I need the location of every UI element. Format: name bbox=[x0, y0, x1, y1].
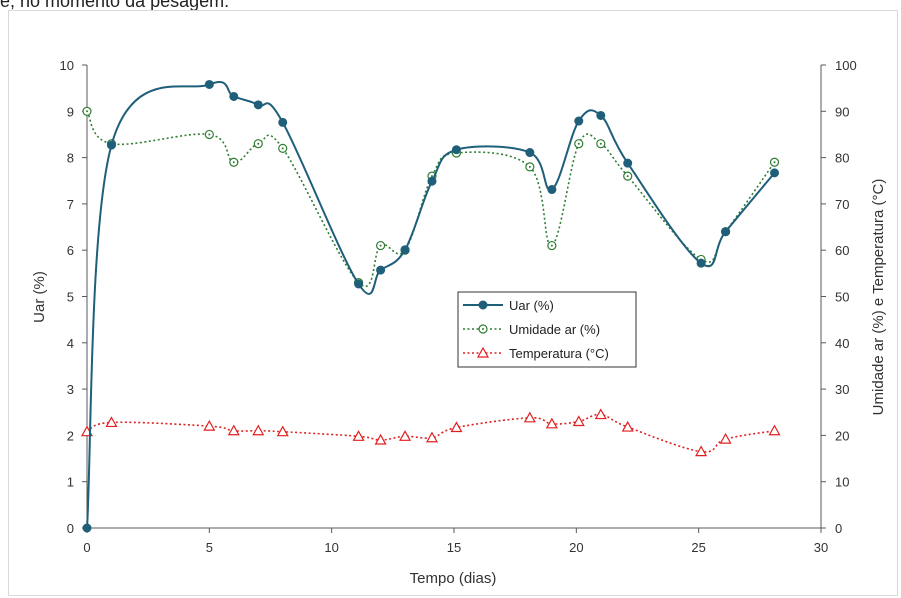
data-point-umidade bbox=[230, 158, 238, 166]
data-point-umidade-dot bbox=[627, 175, 629, 177]
legend-swatch-marker bbox=[479, 325, 487, 333]
y-tick-label: 1 bbox=[67, 475, 74, 490]
y2-tick-label: 10 bbox=[835, 475, 849, 490]
data-point-umidade bbox=[597, 140, 605, 148]
data-point-uar bbox=[107, 141, 115, 149]
data-point-umidade bbox=[771, 158, 779, 166]
data-point-uar bbox=[355, 280, 363, 288]
data-point-temperatura bbox=[596, 410, 606, 419]
data-point-umidade bbox=[575, 140, 583, 148]
series-umidade bbox=[83, 107, 779, 286]
data-point-uar bbox=[401, 246, 409, 254]
y2-tick-label: 0 bbox=[835, 521, 842, 536]
data-point-umidade-dot bbox=[529, 166, 531, 168]
series-temperatura bbox=[82, 410, 780, 456]
x-tick-label: 10 bbox=[324, 540, 338, 555]
x-tick-label: 30 bbox=[814, 540, 828, 555]
legend: Uar (%) Umidade ar (%) Temperatura (°C) bbox=[458, 292, 636, 367]
y-tick-label: 8 bbox=[67, 151, 74, 166]
y2-tick-label: 90 bbox=[835, 104, 849, 119]
data-point-umidade-dot bbox=[578, 143, 580, 145]
data-point-uar bbox=[597, 111, 605, 119]
y-tick-label: 2 bbox=[67, 428, 74, 443]
legend-label: Temperatura (°C) bbox=[509, 346, 609, 361]
data-point-uar bbox=[377, 266, 385, 274]
data-point-umidade bbox=[254, 140, 262, 148]
data-point-uar bbox=[428, 177, 436, 185]
x-tick-label: 0 bbox=[83, 540, 90, 555]
y2-tick-label: 20 bbox=[835, 428, 849, 443]
y2-tick-label: 50 bbox=[835, 290, 849, 305]
y2-tick-label: 60 bbox=[835, 243, 849, 258]
x-tick-label: 25 bbox=[691, 540, 705, 555]
y2-tick-label: 100 bbox=[835, 58, 857, 73]
y-tick-label: 0 bbox=[67, 521, 74, 536]
data-point-umidade-dot bbox=[600, 143, 602, 145]
data-point-uar bbox=[205, 80, 213, 88]
series-line-temperatura bbox=[87, 414, 775, 451]
data-point-uar bbox=[771, 169, 779, 177]
y2-tick-label: 30 bbox=[835, 382, 849, 397]
data-point-umidade-dot bbox=[774, 161, 776, 163]
data-point-temperatura bbox=[574, 417, 584, 426]
data-point-uar bbox=[722, 228, 730, 236]
y-tick-label: 9 bbox=[67, 104, 74, 119]
legend-label: Umidade ar (%) bbox=[509, 322, 600, 337]
y-axis-title: Uar (%) bbox=[31, 271, 48, 323]
y2-tick-label: 80 bbox=[835, 151, 849, 166]
data-point-uar bbox=[279, 118, 287, 126]
series-line-uar bbox=[87, 82, 775, 528]
y-tick-label: 4 bbox=[67, 336, 74, 351]
data-point-uar bbox=[230, 92, 238, 100]
data-point-uar bbox=[548, 186, 556, 194]
legend-swatch-marker bbox=[479, 301, 487, 309]
data-point-umidade-dot bbox=[380, 245, 382, 247]
y-tick-label: 5 bbox=[67, 290, 74, 305]
x-tick-label: 15 bbox=[447, 540, 461, 555]
y-tick-label: 10 bbox=[60, 58, 74, 73]
series-uar bbox=[83, 80, 779, 532]
data-point-umidade bbox=[548, 242, 556, 250]
series-layer bbox=[82, 80, 780, 532]
data-point-umidade bbox=[624, 172, 632, 180]
legend-swatch-marker-dot bbox=[482, 328, 484, 330]
data-point-uar bbox=[526, 149, 534, 157]
series-line-umidade bbox=[87, 111, 775, 286]
x-axis-title: Tempo (dias) bbox=[410, 570, 497, 587]
data-point-uar bbox=[254, 101, 262, 109]
data-point-umidade bbox=[83, 107, 91, 115]
y-tick-label: 7 bbox=[67, 197, 74, 212]
x-tick-label: 5 bbox=[206, 540, 213, 555]
data-point-umidade bbox=[377, 242, 385, 250]
legend-label: Uar (%) bbox=[509, 298, 554, 313]
data-point-umidade bbox=[526, 163, 534, 171]
y-tick-label: 3 bbox=[67, 382, 74, 397]
data-point-umidade bbox=[279, 144, 287, 152]
data-point-umidade-dot bbox=[233, 161, 235, 163]
data-point-uar bbox=[624, 159, 632, 167]
x-tick-label: 20 bbox=[569, 540, 583, 555]
data-point-umidade-dot bbox=[257, 143, 259, 145]
y2-tick-label: 70 bbox=[835, 197, 849, 212]
data-point-umidade-dot bbox=[282, 147, 284, 149]
data-point-umidade bbox=[205, 130, 213, 138]
data-point-temperatura bbox=[770, 426, 780, 435]
y2-axis-title: Umidade ar (%) e Temperatura (°C) bbox=[870, 179, 887, 416]
data-point-temperatura bbox=[204, 421, 214, 430]
data-point-uar bbox=[697, 259, 705, 267]
data-point-umidade-dot bbox=[551, 245, 553, 247]
data-point-umidade-dot bbox=[86, 110, 88, 112]
data-point-umidade-dot bbox=[208, 133, 210, 135]
data-point-uar bbox=[575, 117, 583, 125]
axes bbox=[82, 65, 826, 533]
data-point-temperatura bbox=[721, 434, 731, 443]
data-point-uar bbox=[452, 146, 460, 154]
y2-tick-label: 40 bbox=[835, 336, 849, 351]
data-point-uar bbox=[83, 524, 91, 532]
y-tick-label: 6 bbox=[67, 243, 74, 258]
